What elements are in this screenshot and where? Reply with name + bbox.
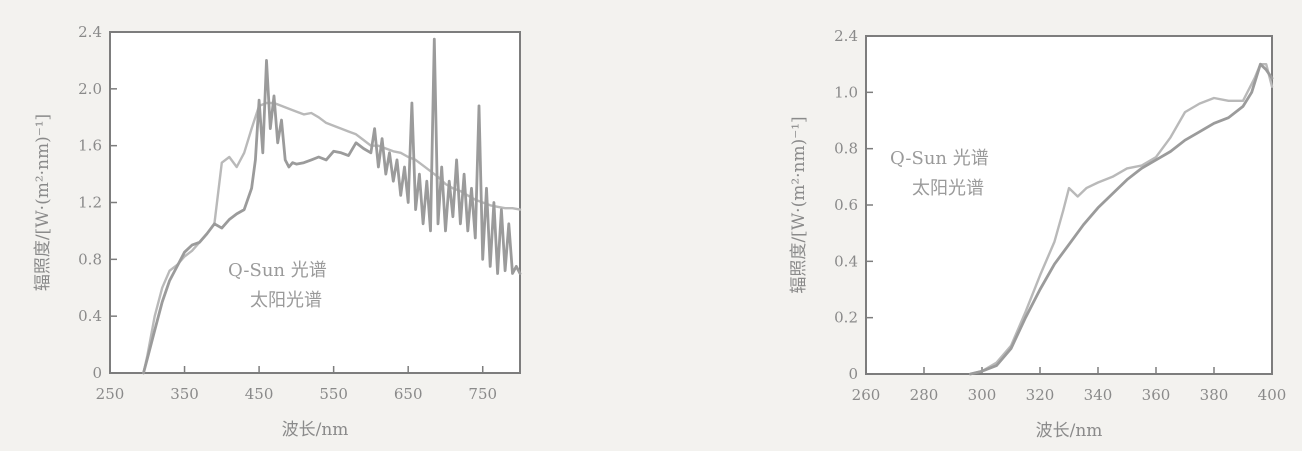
legend-entry: 太阳光谱 [912, 178, 984, 199]
chart-right: 260 280 300 320 340 360 380 400 0 0.2 0.4 0.6 0.8 1.0… [789, 27, 1286, 441]
y-tick-label: 0.6 [834, 196, 858, 214]
y-tick-label: 0.4 [834, 252, 858, 270]
legend-entry: Q-Sun 光谱 [890, 148, 989, 169]
y-tick-label: 0.8 [78, 250, 102, 268]
y-tick-label: 0 [92, 364, 102, 382]
series-line-solar [142, 37, 522, 375]
x-tick-label: 250 [96, 385, 125, 403]
y-tick-label: 2.0 [78, 80, 102, 98]
y-axis-title: 辐照度/[W·(m²·nm)⁻¹] [33, 114, 53, 291]
x-tick-label: 650 [394, 385, 423, 403]
x-axis-title: 波长/nm [282, 420, 349, 440]
chart-left: 250 350 450 550 650 750 0 0.4 0.8 1.2 1.6 2.0 2.4 波长/… [33, 23, 522, 440]
y-tick-label: 2.4 [78, 23, 102, 41]
series-line-solar [969, 62, 1274, 376]
y-tick-label: 1.0 [834, 83, 858, 101]
x-tick-label: 380 [1200, 386, 1229, 404]
y-axis-title: 辐照度/[W·(m²·nm)⁻¹] [789, 116, 809, 293]
x-tick-label: 360 [1142, 386, 1171, 404]
y-tick-label: 0.8 [834, 140, 858, 158]
x-tick-label: 260 [852, 386, 881, 404]
x-tick-label: 450 [245, 385, 274, 403]
x-tick-label: 340 [1084, 386, 1113, 404]
legend-entry: 太阳光谱 [250, 290, 322, 311]
series-line-qsun [969, 62, 1274, 376]
y-tick-label: 0.2 [834, 309, 858, 327]
y-tick-label: 0.4 [78, 307, 102, 325]
x-axis-title: 波长/nm [1036, 421, 1103, 441]
x-tick-label: 320 [1026, 386, 1055, 404]
y-tick-label: 0 [848, 365, 858, 383]
y-tick-label: 1.6 [78, 137, 102, 155]
y-tick-label: 1.2 [78, 194, 102, 212]
y-tick-label: 2.4 [834, 27, 858, 45]
plot-frame [865, 35, 1273, 375]
x-tick-label: 300 [968, 386, 997, 404]
x-tick-label: 550 [319, 385, 348, 403]
x-tick-label: 280 [910, 386, 939, 404]
x-tick-label: 750 [468, 385, 497, 403]
x-tick-label: 350 [170, 385, 199, 403]
legend-entry: Q-Sun 光谱 [228, 260, 327, 281]
x-tick-label: 400 [1258, 386, 1287, 404]
